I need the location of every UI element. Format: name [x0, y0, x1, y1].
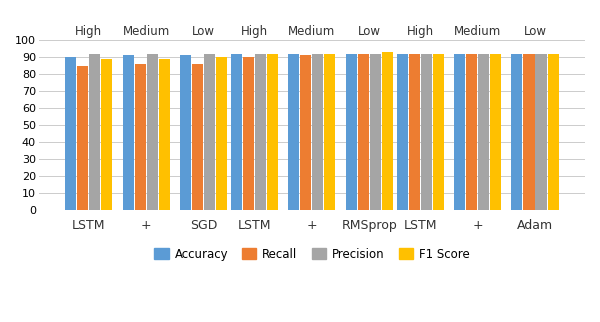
Text: Adam: Adam — [517, 219, 553, 232]
Text: Low: Low — [524, 25, 547, 38]
Bar — [158, 59, 170, 210]
Text: LSTM: LSTM — [403, 219, 437, 232]
Bar — [288, 54, 299, 210]
Text: High: High — [241, 25, 268, 38]
Bar — [101, 59, 112, 210]
Text: LSTM: LSTM — [72, 219, 106, 232]
Legend: Accuracy, Recall, Precision, F1 Score: Accuracy, Recall, Precision, F1 Score — [149, 243, 474, 266]
Bar — [358, 54, 369, 210]
Bar — [146, 54, 158, 210]
Bar — [313, 54, 323, 210]
Bar — [325, 54, 335, 210]
Bar — [180, 55, 191, 210]
Bar — [433, 54, 444, 210]
Bar — [204, 54, 215, 210]
Text: +: + — [141, 219, 151, 232]
Bar — [65, 57, 76, 210]
Bar — [490, 54, 501, 210]
Bar — [370, 54, 381, 210]
Bar — [346, 54, 357, 210]
Bar — [511, 54, 523, 210]
Bar — [255, 54, 266, 210]
Text: High: High — [75, 25, 103, 38]
Bar — [301, 55, 311, 210]
Bar — [382, 52, 393, 210]
Text: +: + — [472, 219, 483, 232]
Bar — [77, 66, 88, 210]
Bar — [231, 54, 242, 210]
Bar — [122, 55, 134, 210]
Text: Medium: Medium — [122, 25, 170, 38]
Text: Low: Low — [358, 25, 381, 38]
Text: Medium: Medium — [454, 25, 501, 38]
Bar — [267, 54, 278, 210]
Bar — [548, 54, 559, 210]
Text: RMSprop: RMSprop — [341, 219, 397, 232]
Text: SGD: SGD — [190, 219, 217, 232]
Bar — [397, 54, 407, 210]
Bar — [89, 54, 100, 210]
Bar — [535, 54, 547, 210]
Text: +: + — [307, 219, 317, 232]
Bar — [478, 54, 489, 210]
Bar — [454, 54, 465, 210]
Text: High: High — [407, 25, 434, 38]
Bar — [523, 54, 535, 210]
Text: LSTM: LSTM — [238, 219, 271, 232]
Bar — [421, 54, 432, 210]
Bar — [134, 64, 146, 210]
Bar — [216, 57, 227, 210]
Bar — [466, 54, 477, 210]
Text: Medium: Medium — [288, 25, 335, 38]
Text: Low: Low — [192, 25, 215, 38]
Bar — [192, 64, 203, 210]
Bar — [409, 54, 420, 210]
Bar — [243, 57, 254, 210]
